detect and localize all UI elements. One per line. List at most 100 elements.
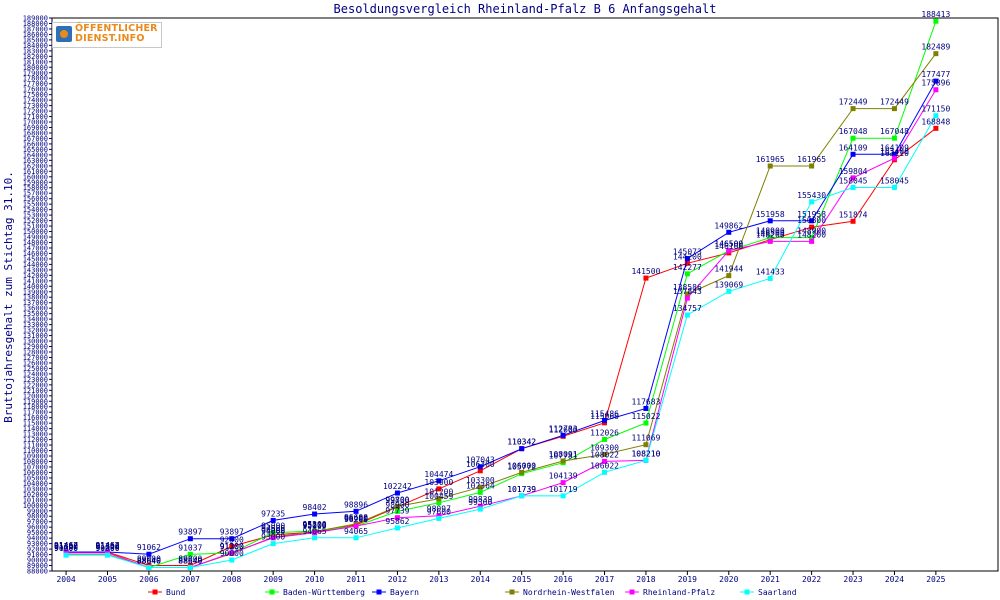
data-label: 141500 [631, 267, 660, 276]
data-label: 90900 [95, 544, 119, 553]
data-label: 141433 [756, 267, 785, 276]
data-label: 97235 [261, 509, 285, 518]
data-point [809, 218, 815, 224]
data-label: 88640 [137, 556, 161, 565]
x-tick-label: 2012 [388, 575, 407, 584]
data-label: 155430 [797, 191, 826, 200]
y-tick-label: 146000 [23, 250, 48, 258]
y-tick-label: 90000 [27, 557, 48, 565]
y-tick-label: 163000 [23, 157, 48, 165]
data-point [643, 420, 649, 426]
y-tick-label: 169000 [23, 124, 48, 132]
x-tick-label: 2013 [429, 575, 448, 584]
legend-label: Bayern [390, 588, 419, 597]
y-tick-label: 117000 [23, 409, 48, 417]
y-tick-label: 127000 [23, 354, 48, 362]
data-point [477, 489, 483, 495]
x-tick-label: 2011 [346, 575, 365, 584]
data-label: 188413 [921, 10, 950, 19]
data-label: 146500 [714, 240, 743, 249]
y-tick-label: 105000 [23, 474, 48, 482]
data-label: 163400 [880, 147, 909, 156]
data-label: 148900 [756, 227, 785, 236]
data-point [146, 564, 152, 570]
data-label: 97600 [427, 507, 451, 516]
data-point [809, 238, 815, 244]
legend-label: Baden-Württemberg [283, 588, 365, 597]
series-line [66, 21, 937, 569]
x-tick-label: 2022 [802, 575, 821, 584]
legend: Bund Baden-Württemberg Bayern Nordrhein-Wes… [148, 588, 797, 597]
y-axis-label: Bruttojahresgehalt zum Stichtag 31.10. [2, 171, 15, 423]
data-label: 167048 [880, 127, 909, 136]
data-label: 104139 [549, 472, 578, 481]
logo-line-2: DIENST.INFO [75, 33, 145, 44]
data-point [850, 151, 856, 157]
data-label: 93897 [178, 528, 202, 537]
y-tick-label: 178000 [23, 75, 48, 83]
y-tick-label: 94000 [27, 535, 48, 543]
data-label: 151874 [839, 210, 868, 219]
y-tick-label: 166000 [23, 140, 48, 148]
data-point [850, 184, 856, 190]
y-tick-label: 92000 [27, 546, 48, 554]
data-point [229, 543, 235, 549]
data-point [312, 511, 318, 517]
y-tick-label: 120000 [23, 392, 48, 400]
series-line [66, 80, 937, 555]
data-label: 168848 [921, 117, 950, 126]
data-point [891, 135, 897, 141]
x-tick-label: 2015 [512, 575, 531, 584]
y-tick-label: 114000 [23, 425, 48, 433]
data-label: 106300 [466, 460, 495, 469]
y-tick-label: 170000 [23, 119, 48, 127]
data-label: 182489 [921, 43, 950, 52]
data-label: 91462 [95, 541, 119, 550]
data-label: 96200 [344, 515, 368, 524]
data-label: 104474 [424, 470, 453, 479]
y-tick-label: 156000 [23, 195, 48, 203]
data-label: 102242 [383, 482, 412, 491]
data-label: 108091 [549, 450, 578, 459]
data-point [850, 175, 856, 181]
data-label: 91300 [54, 542, 78, 551]
data-label: 108210 [631, 449, 660, 458]
data-point [312, 535, 318, 541]
data-point [684, 260, 690, 266]
data-point [560, 432, 566, 438]
data-point [436, 500, 442, 506]
data-point [809, 235, 815, 241]
data-point [519, 493, 525, 499]
data-label: 88640 [178, 556, 202, 565]
data-point [229, 550, 235, 556]
data-label: 145073 [673, 248, 702, 257]
logo-icon [56, 26, 72, 42]
data-point [684, 295, 690, 301]
x-axis: 2004 2005 2006 2007 2008 2009 2010 2011 2012 2013… [56, 571, 946, 584]
data-label: 158045 [839, 176, 868, 185]
y-tick-label: 108000 [23, 458, 48, 466]
data-label: 88640 [137, 556, 161, 565]
data-label: 115060 [590, 412, 619, 421]
data-label: 141944 [714, 265, 743, 274]
data-point [767, 275, 773, 281]
data-label: 103000 [424, 478, 453, 487]
data-point [726, 288, 732, 294]
y-tick-label: 164000 [23, 151, 48, 159]
data-point [394, 515, 400, 521]
data-label: 98900 [385, 500, 409, 509]
data-label: 108210 [631, 449, 660, 458]
data-point [684, 256, 690, 262]
data-point [684, 312, 690, 318]
y-tick-label: 99000 [27, 507, 48, 515]
y-tick-label: 130000 [23, 338, 48, 346]
data-label: 175896 [921, 79, 950, 88]
data-point [63, 552, 69, 558]
data-label: 95100 [303, 521, 327, 530]
data-point [560, 493, 566, 499]
series-line [66, 127, 937, 566]
y-tick-label: 181000 [23, 58, 48, 66]
data-label: 91300 [95, 542, 119, 551]
y-tick-label: 180000 [23, 64, 48, 72]
